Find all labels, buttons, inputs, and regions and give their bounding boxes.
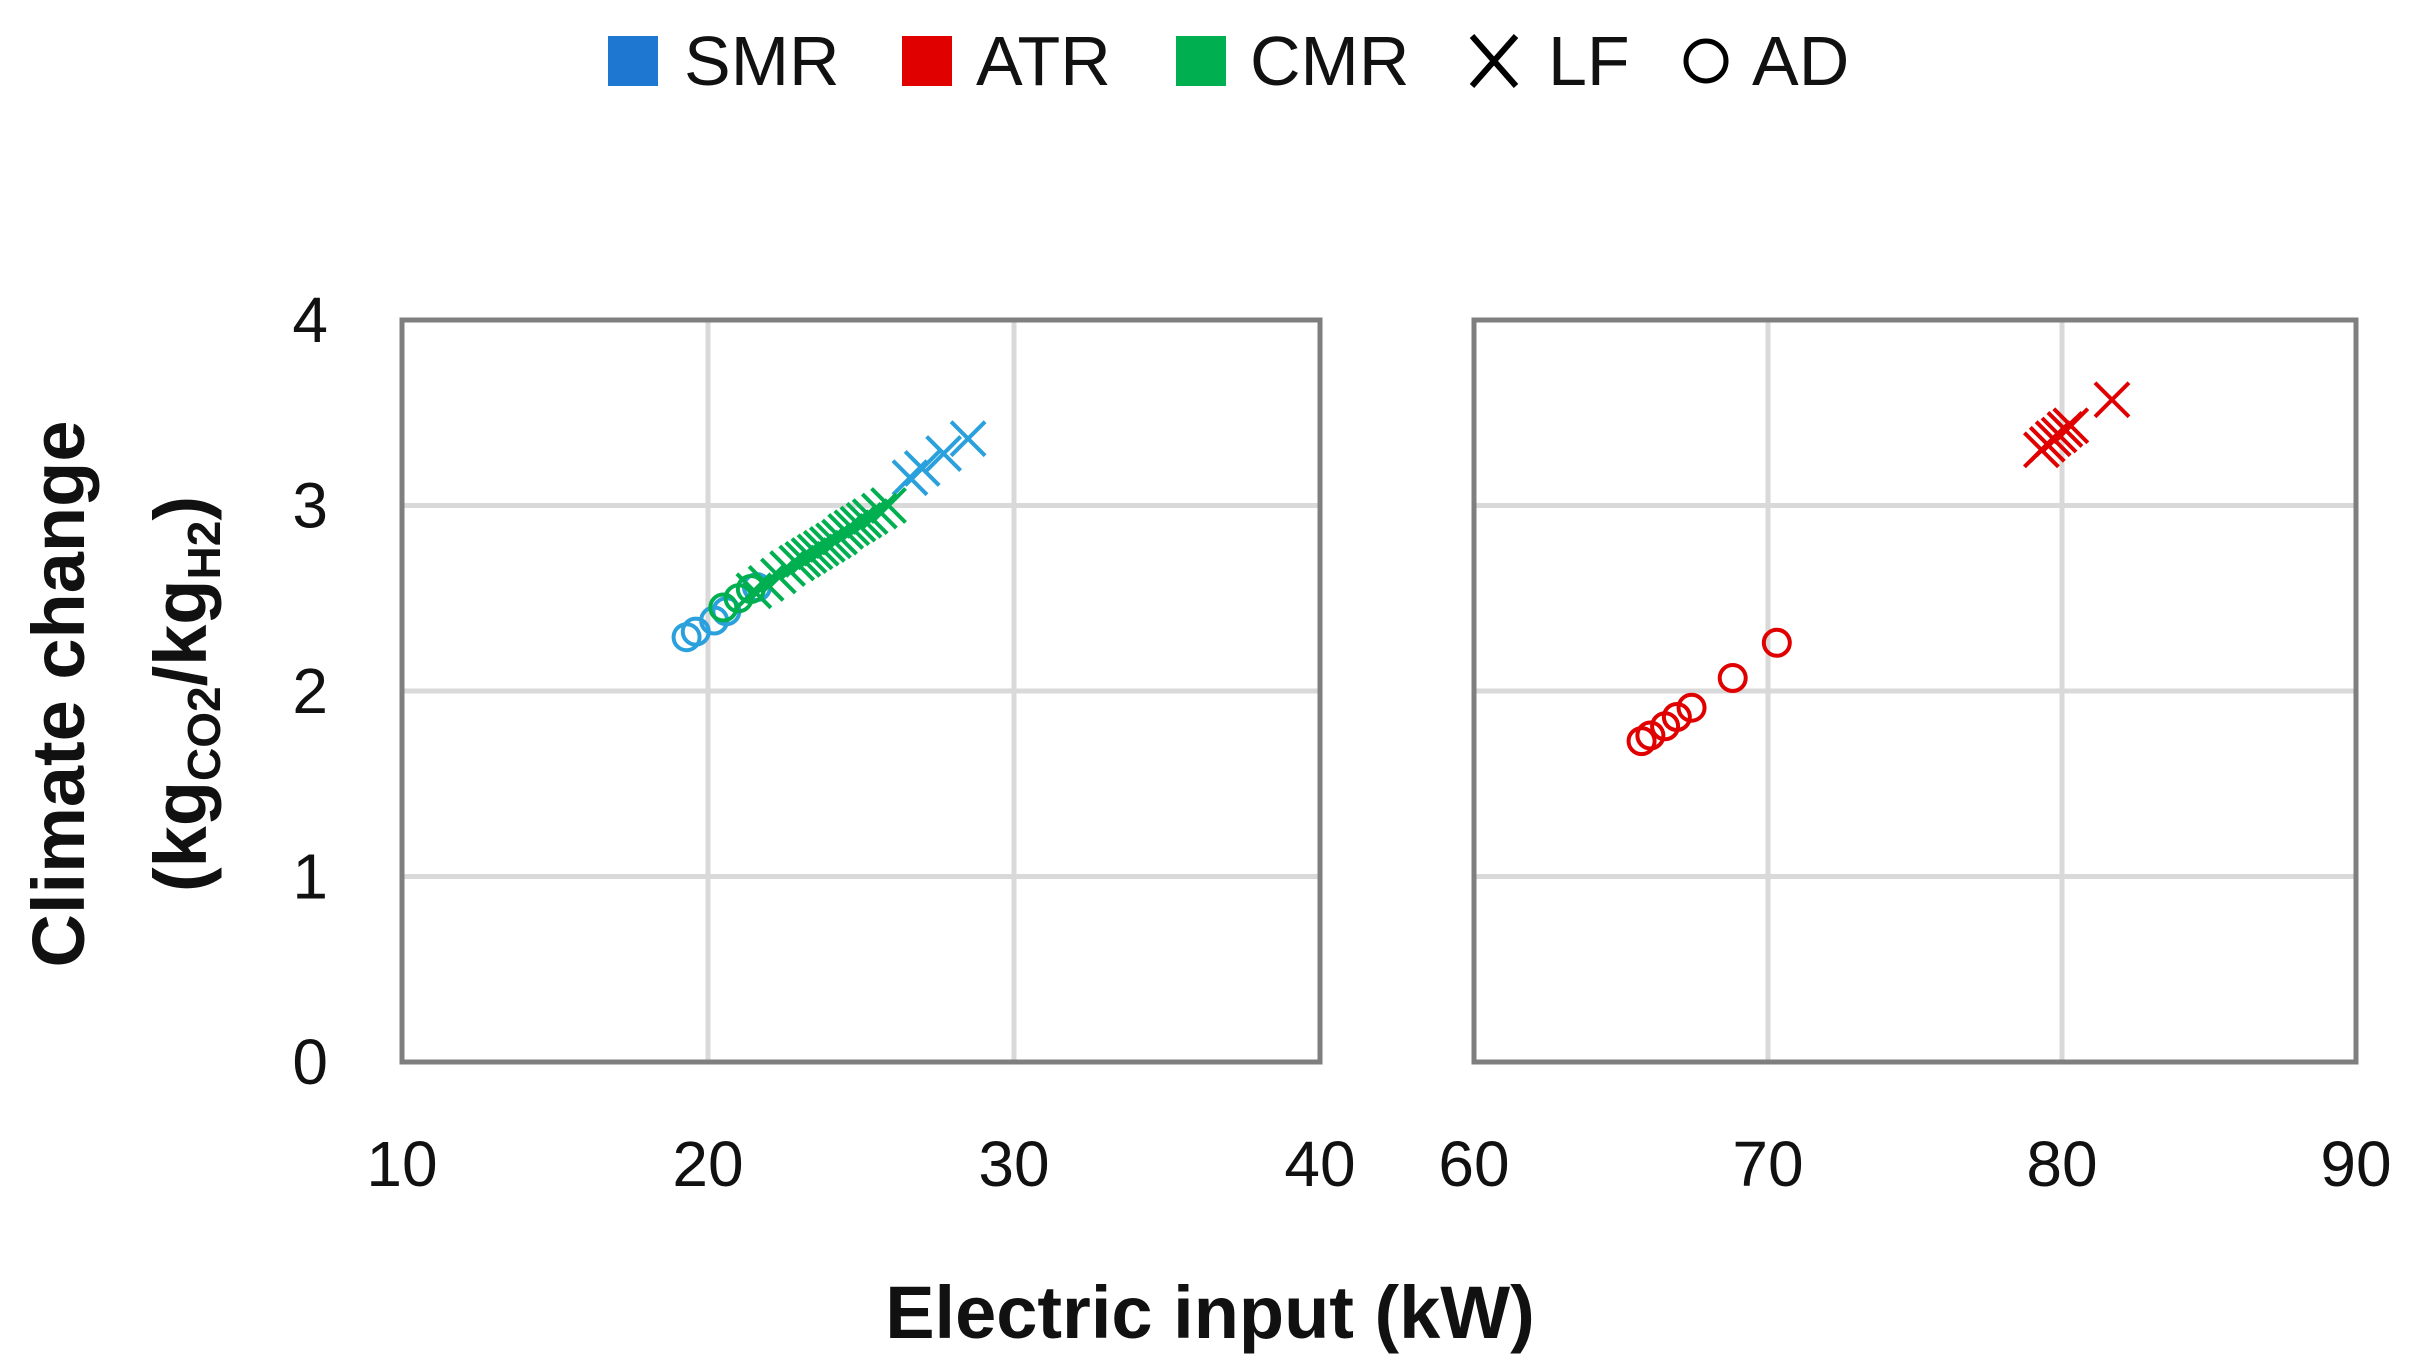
x-tick-label: 70 [1732,1128,1803,1200]
legend-swatch-atr [902,36,952,86]
x-tick-label: 80 [2026,1128,2097,1200]
x-axis-title: Electric input (kW) [885,1271,1535,1354]
x-tick-label: 40 [1284,1128,1355,1200]
panel-right: 60 70 80 90 [1438,317,2392,1200]
y-axis-title: Climate change (kgCO2/kgH2) [17,421,230,968]
data-point [2052,407,2090,445]
legend-swatch-smr [608,36,658,86]
panel-left: 10 20 30 40 [366,317,1356,1200]
legend-label-ad: AD [1752,22,1849,100]
legend-cross-icon [1469,34,1519,88]
data-point [708,592,739,623]
data-point [1676,692,1707,723]
y-axis-title-line2: (kgCO2/kgH2) [139,496,230,892]
data-point [2093,381,2131,419]
data-point [860,492,898,530]
series-atr-lf [2023,381,2131,469]
legend-label-atr: ATR [976,22,1111,100]
x-tick-label: 30 [978,1128,1049,1200]
series-cmr-lf [735,487,907,610]
legend-label-cmr: CMR [1250,22,1409,100]
series-smr-lf [891,420,987,497]
legend-label-lf: LF [1548,22,1630,100]
x-tick-label: 20 [672,1128,743,1200]
y-axis-title-line1: Climate change [17,421,100,968]
series-smr-ad [671,572,772,653]
y-tick-label: 1 [292,841,328,913]
data-point [925,435,963,472]
y-tick-label: 0 [292,1026,328,1098]
x-tick-label: 10 [366,1128,437,1200]
data-point [747,564,785,602]
data-point [1717,663,1748,694]
data-point [735,572,773,610]
x-tick-label: 60 [1438,1128,1509,1200]
data-point [1661,701,1692,732]
x-tick-label: 90 [2320,1128,2391,1200]
data-point [1635,720,1666,751]
series-atr-ad [1626,627,1792,757]
plot-frame [1471,317,2359,1065]
y-tick-label: 2 [292,655,328,727]
y-axis-ticks: 0 1 2 3 4 [292,284,328,1098]
legend-circle-icon [1683,38,1729,84]
y-tick-label: 4 [292,284,328,356]
legend-swatch-cmr [1176,36,1226,86]
data-point [903,449,941,487]
y-tick-label: 3 [292,470,328,542]
data-point [851,498,889,536]
data-point [870,487,907,524]
legend: SMR ATR CMR LF AD [608,22,1849,100]
data-point [1761,627,1792,658]
legend-label-smr: SMR [684,22,840,100]
data-point [949,420,987,458]
plot-frame [399,317,1323,1065]
